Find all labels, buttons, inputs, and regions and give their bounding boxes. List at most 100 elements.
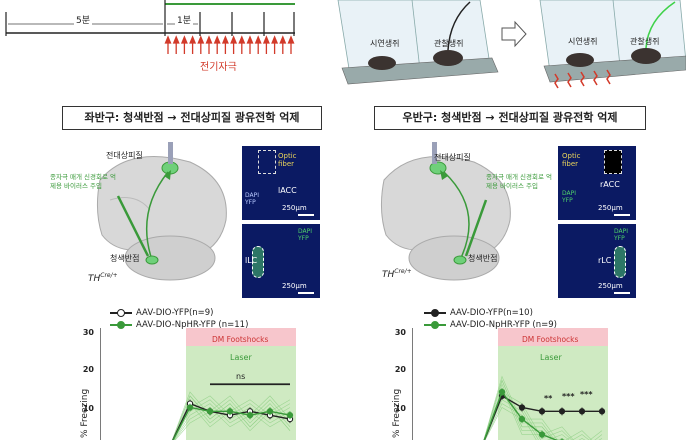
right-stain-top: DAPI YFP [562,190,577,204]
timeline-mid-label: 1분 [175,13,194,26]
stim-arrowhead [271,35,279,44]
right-legend-yfp: AAV-DIO-YFP(n=10) [424,308,533,318]
data-point [498,388,506,396]
legend-marker [424,321,446,329]
right-ytick-10: 10 [394,404,406,413]
left-region-top-label: 전대상피질 [106,151,143,160]
individual-trace [484,407,590,440]
legend-marker [424,309,446,317]
right-brain-schematic: 전대상피질 종자극 매개 신경회로 억제용 바이러스 주입 청색반점 THCre… [374,140,554,290]
individual-trace [172,399,291,440]
left-graph: % Freezing 30 20 10 DM Footshocks Laser … [80,328,300,440]
individual-trace [172,395,291,440]
brain-graphic-right [380,142,511,281]
legend-marker [110,321,132,329]
data-point [578,408,586,415]
left-micrograph-lc: DAPI YFP lLC 250μm [242,224,320,298]
individual-trace [483,387,603,440]
brain-graphic-left [96,142,227,281]
right-plot [412,328,608,440]
right-legend-nphr-label: AAV-DIO-NpHR-YFP (n=9) [450,320,557,330]
right-micrograph-acc: Optic fiber rACC DAPI YFP 250μm [558,146,636,220]
left-fiber-label: Optic fiber [278,152,297,168]
timeline: 5분 1분 전기자극 [0,0,300,90]
left-ytick-10: 10 [82,404,94,413]
stim-arrowhead [197,35,205,44]
scale-bar [614,292,630,294]
right-graph: % Freezing 30 20 10 DM Footshocks Laser … [392,328,612,440]
left-ytick-30: 30 [82,328,94,337]
stim-label: 전기자극 [200,62,237,73]
right-stain-bottom: DAPI YFP [614,228,629,242]
data-point [518,415,526,423]
left-micrograph-acc: Optic fiber lACC DAPI YFP 250μm [242,146,320,220]
shock-window [498,328,608,346]
left-plot [100,328,296,440]
right-genotype-main: TH [382,270,395,280]
data-point [538,408,546,415]
left-legend-nphr-label: AAV-DIO-NpHR-YFP (n=11) [136,320,249,330]
left-acc-label: lACC [278,186,297,195]
data-point [286,412,294,419]
right-legend-yfp-label: AAV-DIO-YFP(n=10) [450,308,533,318]
stim-arrowhead [180,35,188,44]
observer-label-left: 시연생쥐 [370,39,400,48]
left-legend-yfp: AAV-DIO-YFP(n=9) [110,308,214,318]
stim-arrowhead [230,35,238,44]
laser-window [186,346,296,440]
data-point [266,408,274,415]
fiber-outline [604,150,622,174]
stim-arrowhead [189,35,197,44]
right-region-bottom-label: 청색반점 [468,254,498,263]
stim-arrowhead [287,35,295,44]
stim-arrowhead [262,35,270,44]
left-panel-title: 좌반구: 청색반점 → 전대상피질 광유전학 억제 [62,106,322,130]
right-sig-1: ** [544,394,553,403]
individual-trace [483,375,586,440]
legend-marker [110,309,132,317]
stim-arrowhead [221,35,229,44]
shock-window [186,328,296,346]
observation-cartoon: 시연생쥐 관찰생쥐 시연생쥐 관찰생쥐 [330,0,686,90]
right-scale-top: 250μm [598,204,623,212]
scale-bar [298,292,314,294]
stim-arrowhead [205,35,213,44]
right-ylabel: % Freezing [392,388,402,438]
timeline-start-label: 5분 [74,13,93,26]
data-point [518,404,526,411]
left-region-bottom-label: 청색반점 [110,254,140,263]
right-ytick-20: 20 [394,365,406,374]
individual-trace [174,395,291,440]
laser-window [498,346,608,440]
data-point [186,404,194,411]
stim-arrowhead [172,35,180,44]
stim-arrowhead [279,35,287,44]
right-acc-label: rACC [600,180,620,189]
individual-trace [172,399,291,440]
data-point [598,408,606,415]
left-legend-nphr: AAV-DIO-NpHR-YFP (n=11) [110,320,248,330]
data-point [206,408,214,415]
series-line [483,394,602,440]
left-ylabel: % Freezing [80,388,90,438]
left-stain-top: DAPI YFP [245,192,260,206]
right-genotype: THCre/+ [382,268,412,280]
right-shock-label: DM Footshocks [522,335,579,344]
right-micrograph-lc: DAPI YFP rLC 250μm [558,224,636,298]
observed-label-left: 관찰생쥐 [434,39,464,48]
right-fiber-label: Optic fiber [562,152,581,168]
individual-trace [484,403,593,440]
timeline-graphic [5,0,295,54]
observed-label-right: 관찰생쥐 [630,37,660,46]
stim-arrowhead [213,35,221,44]
left-brain-schematic: 전대상피질 종자극 매개 신경회로 억제용 바이러스 주입 청색반점 THCre… [40,140,240,290]
left-injection-label: 종자극 매개 신경회로 억제용 바이러스 주입 [50,173,116,190]
right-genotype-sup: Cre/+ [394,268,412,275]
fiber-outline [258,150,276,174]
right-ytick-30: 30 [394,328,406,337]
left-stain-bottom: DAPI YFP [298,228,313,242]
individual-trace [483,391,603,440]
individual-trace [173,399,291,440]
right-laser-label: Laser [540,353,562,362]
right-panel-title: 우반구: 청색반점 → 전대상피질 광유전학 억제 [374,106,646,130]
